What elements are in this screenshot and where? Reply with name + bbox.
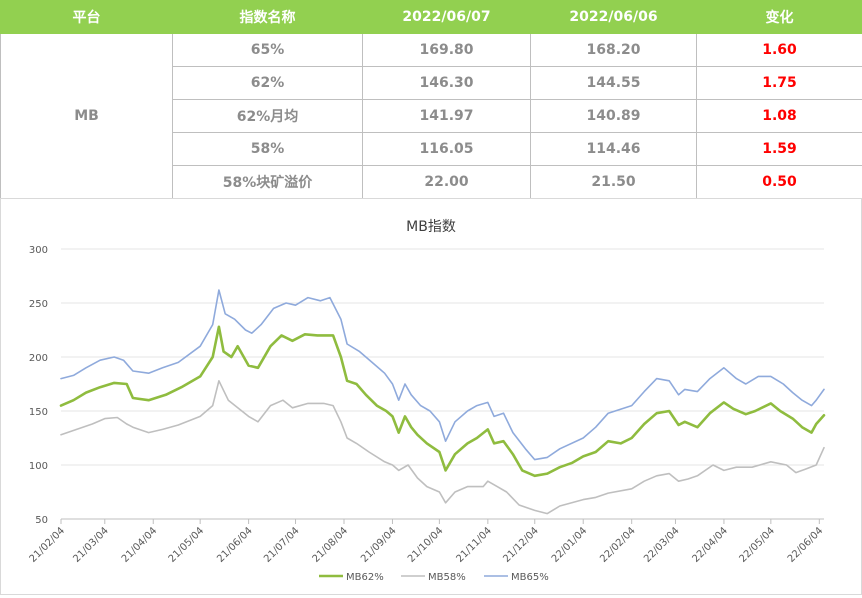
change-cell: 1.60 [697,34,862,67]
value-cell: 140.89 [531,100,697,133]
value-cell: 114.46 [531,133,697,166]
x-tick-label: 21/02/04 [28,525,68,565]
value-cell: 144.55 [531,67,697,100]
x-tick-label: 21/07/04 [262,525,302,565]
value-cell: 168.20 [531,34,697,67]
x-tick-label: 21/03/04 [71,525,111,565]
change-cell: 1.59 [697,133,862,166]
value-cell: 116.05 [363,133,531,166]
x-tick-label: 22/06/04 [786,525,826,565]
series-line-mb58 [61,381,824,514]
header-date-1: 2022/06/07 [363,1,531,34]
header-index-name: 指数名称 [173,1,363,34]
header-date-2: 2022/06/06 [531,1,697,34]
y-tick-label: 50 [35,515,48,526]
value-cell: 146.30 [363,67,531,100]
legend-label: MB65% [511,572,549,583]
x-tick-label: 22/05/04 [737,525,777,565]
x-tick-label: 21/04/04 [120,525,160,565]
chart-title: MB指数 [406,219,456,235]
table-row: MB 65% 169.80 168.20 1.60 [1,34,862,67]
change-cell: 1.08 [697,100,862,133]
header-change: 变化 [697,1,862,34]
change-cell: 1.75 [697,67,862,100]
y-tick-label: 250 [29,299,48,310]
x-tick-label: 21/10/04 [406,525,446,565]
y-tick-label: 100 [29,461,48,472]
index-name-cell: 65% [173,34,363,67]
x-tick-label: 22/03/04 [642,525,682,565]
value-cell: 141.97 [363,100,531,133]
x-tick-label: 21/11/04 [454,525,494,565]
y-tick-label: 300 [29,245,48,256]
x-tick-label: 22/01/04 [550,525,590,565]
index-table: 平台 指数名称 2022/06/07 2022/06/06 变化 MB 65% … [0,0,862,199]
legend-label: MB58% [428,572,466,583]
index-name-cell: 62% [173,67,363,100]
y-tick-label: 150 [29,407,48,418]
change-cell: 0.50 [697,166,862,199]
series-line-mb65 [61,290,824,460]
x-tick-label: 21/08/04 [311,525,351,565]
index-name-cell: 58%块矿溢价 [173,166,363,199]
y-tick-label: 200 [29,353,48,364]
x-tick-label: 21/12/04 [501,525,541,565]
x-tick-label: 21/06/04 [215,525,255,565]
x-tick-label: 22/04/04 [691,525,731,565]
value-cell: 21.50 [531,166,697,199]
legend-label: MB62% [346,572,384,583]
x-tick-label: 21/09/04 [359,525,399,565]
header-platform: 平台 [1,1,173,34]
value-cell: 22.00 [363,166,531,199]
index-name-cell: 58% [173,133,363,166]
table-header-row: 平台 指数名称 2022/06/07 2022/06/06 变化 [1,1,862,34]
index-name-cell: 62%月均 [173,100,363,133]
x-tick-label: 21/05/04 [167,525,207,565]
series-line-mb62 [61,327,824,476]
value-cell: 169.80 [363,34,531,67]
platform-cell: MB [1,34,173,199]
x-tick-label: 22/02/04 [598,525,638,565]
